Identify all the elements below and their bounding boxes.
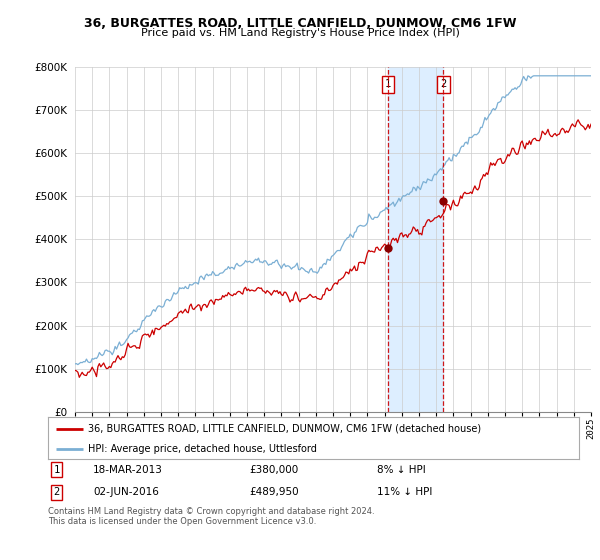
Text: 1: 1 xyxy=(385,80,391,90)
Text: 36, BURGATTES ROAD, LITTLE CANFIELD, DUNMOW, CM6 1FW: 36, BURGATTES ROAD, LITTLE CANFIELD, DUN… xyxy=(84,17,516,30)
Text: £380,000: £380,000 xyxy=(250,465,299,475)
Text: 36, BURGATTES ROAD, LITTLE CANFIELD, DUNMOW, CM6 1FW (detached house): 36, BURGATTES ROAD, LITTLE CANFIELD, DUN… xyxy=(88,424,481,434)
Text: 02-JUN-2016: 02-JUN-2016 xyxy=(93,487,159,497)
Text: Price paid vs. HM Land Registry's House Price Index (HPI): Price paid vs. HM Land Registry's House … xyxy=(140,28,460,38)
Text: 11% ↓ HPI: 11% ↓ HPI xyxy=(377,487,433,497)
Text: 2: 2 xyxy=(440,80,446,90)
Text: 1: 1 xyxy=(53,465,59,475)
Text: £489,950: £489,950 xyxy=(250,487,299,497)
Text: Contains HM Land Registry data © Crown copyright and database right 2024.
This d: Contains HM Land Registry data © Crown c… xyxy=(48,507,374,526)
Text: 2: 2 xyxy=(53,487,59,497)
Text: 8% ↓ HPI: 8% ↓ HPI xyxy=(377,465,426,475)
Text: HPI: Average price, detached house, Uttlesford: HPI: Average price, detached house, Uttl… xyxy=(88,444,317,454)
Text: 18-MAR-2013: 18-MAR-2013 xyxy=(93,465,163,475)
Bar xyxy=(388,67,443,412)
